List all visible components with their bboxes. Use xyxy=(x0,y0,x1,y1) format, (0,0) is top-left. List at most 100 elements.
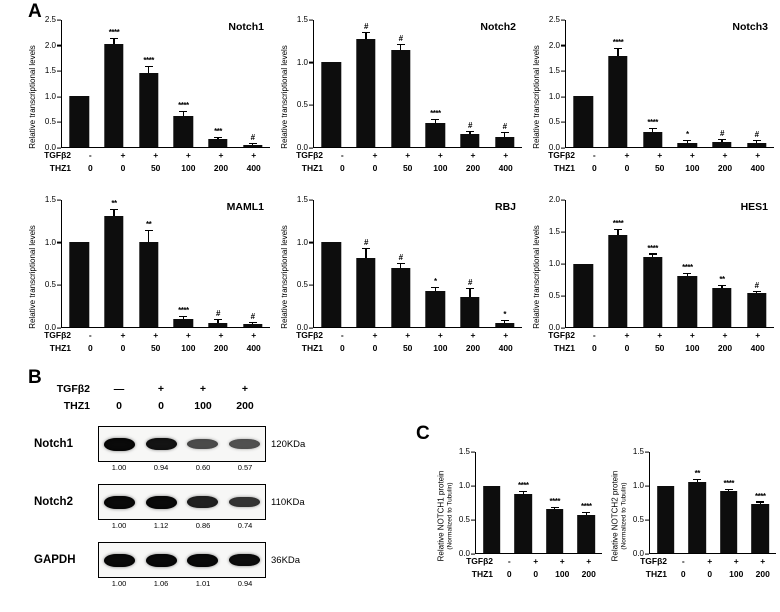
x-axis-value: 0 xyxy=(707,568,713,579)
bar xyxy=(642,257,663,327)
bar xyxy=(356,257,376,327)
x-axis-value: - xyxy=(592,329,596,340)
bar-slot: # xyxy=(201,200,236,327)
y-tick-mark xyxy=(645,451,649,453)
protein-band xyxy=(145,495,177,509)
error-bar xyxy=(434,119,436,124)
error-bar-cap xyxy=(431,118,440,120)
error-bar-cap xyxy=(752,290,761,293)
x-axis-value: 0 xyxy=(591,162,597,173)
x-axis-value: + xyxy=(218,329,224,340)
y-axis-label: Relative transcriptional levels xyxy=(531,225,541,329)
x-axis-value: 400 xyxy=(498,162,513,173)
blot-quant-value: 0.57 xyxy=(237,463,253,472)
error-bar-cap xyxy=(144,230,153,232)
significance-label: * xyxy=(686,130,689,140)
x-axis-value: - xyxy=(88,329,92,340)
x-axis-value: 200 xyxy=(755,568,770,579)
bar-slot: **** xyxy=(131,20,166,147)
bar xyxy=(719,491,738,553)
significance-label: **** xyxy=(755,491,766,501)
significance-label: ** xyxy=(111,199,117,209)
chart-notch2: Relative transcriptional levels 0.0 0.5 1.0… xyxy=(278,4,522,174)
error-bar xyxy=(182,111,184,116)
x-axis-value: + xyxy=(153,329,159,340)
x-axis-value: 0 xyxy=(87,162,93,173)
y-axis-label: Relative transcriptional levels xyxy=(279,45,289,149)
error-bar-cap xyxy=(431,286,440,289)
bar xyxy=(208,139,228,147)
error-bar xyxy=(252,322,254,325)
error-bar-cap xyxy=(144,65,153,67)
y-tick-label: 0.0 xyxy=(458,549,470,558)
y-tick-mark xyxy=(471,553,475,555)
error-bar xyxy=(617,49,619,56)
error-bar-cap xyxy=(248,143,257,145)
bar-slot: ** xyxy=(682,452,714,553)
chart-rbj: Relative transcriptional levels 0.0 0.5 1.0… xyxy=(278,184,522,354)
error-bar-cap xyxy=(500,319,509,322)
y-tick-mark xyxy=(561,96,565,98)
blot-quant-value: 1.00 xyxy=(111,579,127,588)
protein-band xyxy=(145,437,177,451)
significance-label: **** xyxy=(518,481,529,491)
bar xyxy=(656,485,675,553)
y-tick-mark xyxy=(471,485,475,487)
bar-slot: # xyxy=(487,20,522,147)
error-bar-cap xyxy=(361,247,370,250)
y-tick-mark xyxy=(561,263,565,265)
y-tick-label: 0.5 xyxy=(548,291,560,300)
chart-title: HES1 xyxy=(740,201,768,213)
blot-quant-value: 1.00 xyxy=(111,463,127,472)
error-bar-cap xyxy=(752,140,761,142)
y-tick-label: 0.5 xyxy=(296,100,308,110)
x-axis-value: + xyxy=(755,329,761,340)
error-bar-cap xyxy=(519,491,528,493)
y-axis: 0.0 0.5 1.0 1.5 xyxy=(455,448,475,558)
error-bar-cap xyxy=(756,501,765,503)
error-bar xyxy=(686,274,688,277)
x-axis-value: + xyxy=(153,149,159,160)
bar xyxy=(608,234,628,327)
x-axis-row: TGFβ2 - + + + + + xyxy=(39,148,270,161)
y-tick-label: 0.5 xyxy=(458,515,470,525)
x-axis-value: 0 xyxy=(372,162,378,173)
bar-slot: # xyxy=(453,200,488,327)
y-tick-mark xyxy=(561,45,565,47)
x-axis-value: + xyxy=(559,555,565,566)
blot-lane-value: 200 xyxy=(236,399,254,412)
bar-slot: **** xyxy=(713,452,745,553)
significance-label: # xyxy=(468,120,472,130)
y-tick-mark xyxy=(309,62,313,64)
x-axis-value: 400 xyxy=(750,342,765,353)
bar-slot: **** xyxy=(571,452,603,553)
bar-slot: **** xyxy=(745,452,777,553)
bar xyxy=(173,115,194,147)
bar-slot: ** xyxy=(705,200,740,327)
x-axis-row-label: TGFβ2 xyxy=(548,329,575,340)
error-bar xyxy=(522,492,524,494)
error-bar xyxy=(113,210,115,217)
y-axis-label: Relative transcriptional levels xyxy=(531,45,541,149)
error-bar-cap xyxy=(213,136,222,138)
x-axis-value: 0 xyxy=(624,342,630,353)
x-axis-value: - xyxy=(340,149,344,160)
error-bar xyxy=(182,316,184,319)
y-axis-label: Relative NOTCH2 protein (Normalized to Tu… xyxy=(609,470,627,562)
blot-header-row: TGFβ2 — + + + xyxy=(34,380,334,397)
bar xyxy=(746,293,767,327)
significance-label: **** xyxy=(108,28,120,38)
x-axis-row-label: THZ1 xyxy=(301,342,323,353)
error-bar xyxy=(756,141,758,143)
bar xyxy=(425,290,446,327)
y-tick-label: 0.5 xyxy=(44,280,56,290)
y-tick-mark xyxy=(57,70,61,72)
bar-slot: * xyxy=(670,20,705,147)
x-axis-row: THZ1 0 0 50 100 200 400 xyxy=(543,341,774,354)
significance-label: # xyxy=(754,130,759,140)
y-tick-label: 1.5 xyxy=(458,447,470,456)
blot-lane-value: 0 xyxy=(116,399,122,412)
x-axis-value: 50 xyxy=(150,342,161,353)
x-axis-value: + xyxy=(586,555,592,566)
y-tick-label: 0.0 xyxy=(632,549,644,558)
